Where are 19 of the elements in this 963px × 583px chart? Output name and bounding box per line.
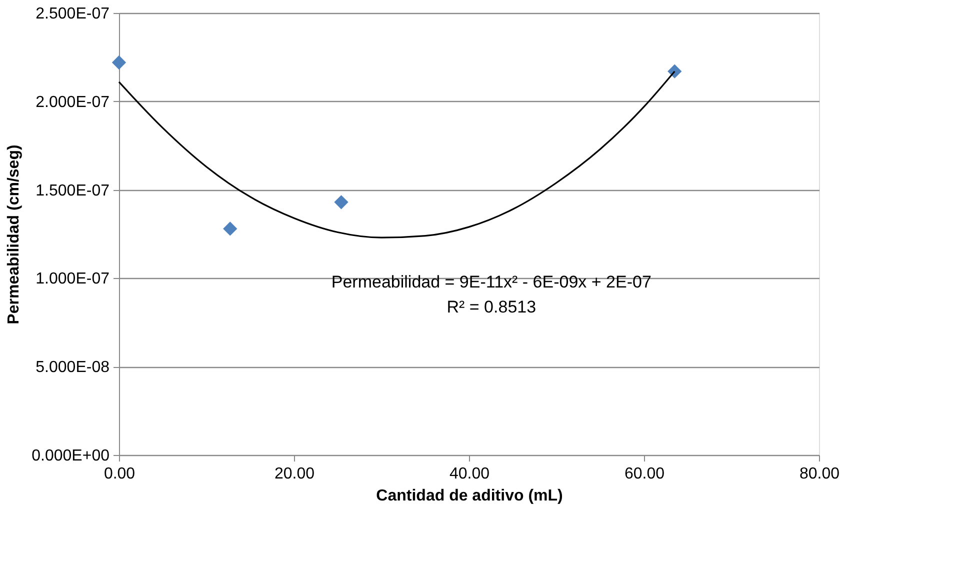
point — [334, 195, 348, 210]
point — [112, 55, 126, 70]
y-tick-label: 5.000E-08 — [36, 359, 110, 376]
y-tick-label: 2.000E-07 — [36, 94, 110, 111]
x-tick-label: 80.00 — [799, 466, 840, 482]
y-axis-title: Permeabilidad (cm/seg) — [6, 144, 23, 324]
point — [223, 222, 238, 236]
x-tick-label: 40.00 — [449, 466, 490, 482]
annotation: R² = 0.8513 — [446, 298, 536, 317]
annotation: Permeabilidad = 9E-11x² - 6E-09x + 2E-07 — [331, 272, 652, 292]
y-tick-label: 2.500E-07 — [36, 6, 110, 22]
y-tick-label: 1.000E-07 — [36, 270, 110, 288]
x-tick-label: 60.00 — [624, 466, 665, 482]
x-tick-label: 0.00 — [104, 466, 136, 482]
y-tick-label: 0.000E+00 — [32, 448, 110, 464]
x-tick-label: 20.00 — [274, 466, 315, 482]
point — [668, 64, 682, 78]
x-axis-title: Cantidad de aditivo (mL) — [376, 488, 563, 504]
y-tick-label: 1.500E-07 — [36, 182, 110, 200]
